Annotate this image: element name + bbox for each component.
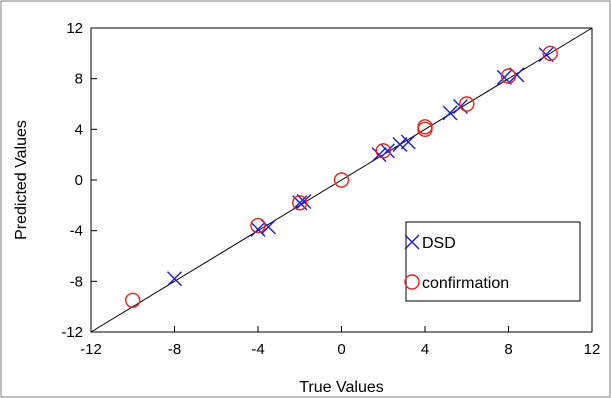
y-tick-label: -12 xyxy=(61,324,83,341)
y-tick-label: 4 xyxy=(75,121,83,138)
confirmation-point xyxy=(292,195,308,211)
dsd-point xyxy=(442,105,458,121)
x-tick-label: 4 xyxy=(421,341,429,358)
confirmation-point xyxy=(125,292,141,309)
y-axis-ticks: -12 -8 -4 0 4 8 12 xyxy=(61,20,97,341)
data-points xyxy=(125,45,558,309)
dsd-point xyxy=(392,137,408,153)
confirmation-point xyxy=(375,143,391,159)
y-tick-label: 12 xyxy=(66,20,83,37)
x-axis-ticks: -12 -8 -4 0 4 8 12 xyxy=(80,326,600,358)
dsd-point xyxy=(250,221,266,237)
legend-x-icon xyxy=(404,234,420,250)
confirmation-point xyxy=(500,68,517,84)
y-tick-label: 8 xyxy=(75,71,83,88)
x-tick-label: -8 xyxy=(168,341,181,358)
y-tick-label: -4 xyxy=(70,223,83,240)
y-tick-label: -8 xyxy=(70,273,83,290)
legend-label-dsd: DSD xyxy=(422,235,456,252)
dsd-point xyxy=(400,134,416,150)
y-tick-label: 0 xyxy=(75,172,83,189)
legend-marker-dsd xyxy=(404,234,420,250)
legend-marker-confirmation xyxy=(404,274,420,290)
dsd-point xyxy=(538,47,554,63)
legend: DSD confirmation xyxy=(404,221,581,302)
confirmation-point xyxy=(417,121,433,138)
legend-label-confirmation: confirmation xyxy=(422,275,509,292)
legend-box xyxy=(405,221,581,302)
x-tick-label: 0 xyxy=(337,341,345,358)
confirmation-point xyxy=(542,45,558,62)
dsd-point xyxy=(371,147,387,163)
confirmation-point xyxy=(250,217,266,234)
x-tick-label: 12 xyxy=(584,341,601,358)
legend-circle-icon xyxy=(404,274,420,290)
x-axis-label: True Values xyxy=(299,379,383,396)
dsd-point xyxy=(379,143,395,159)
x-tick-label: -4 xyxy=(251,341,264,358)
reference-line-y-equals-x xyxy=(90,27,593,333)
confirmation-point xyxy=(333,172,350,188)
x-tick-label: 8 xyxy=(504,341,512,358)
dsd-point xyxy=(496,69,512,85)
dsd-point xyxy=(167,271,182,287)
y-axis-label: Predicted Values xyxy=(13,120,30,240)
x-tick-label: -12 xyxy=(80,341,102,358)
dsd-point xyxy=(296,194,312,210)
confirmation-point xyxy=(459,96,475,112)
